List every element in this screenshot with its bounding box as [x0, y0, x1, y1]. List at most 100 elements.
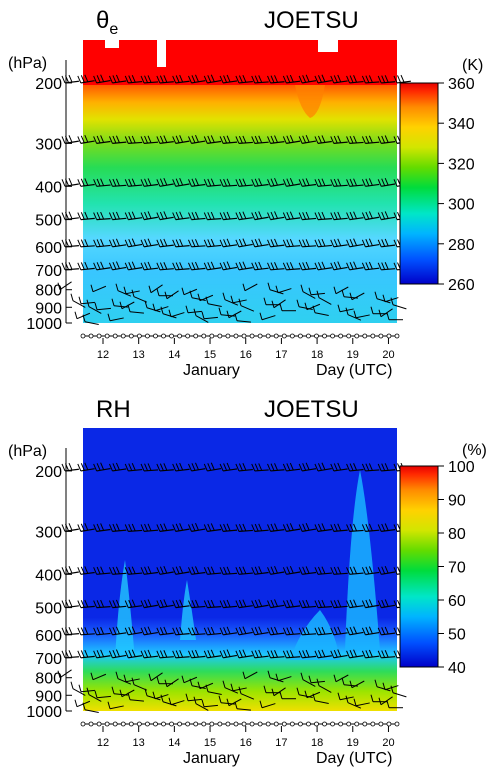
wind-barb-flag — [349, 680, 353, 688]
wind-barb-flag — [377, 136, 382, 144]
wind-barb-flag — [210, 462, 215, 470]
wind-barb-flag — [337, 566, 342, 575]
x-tick-label: 17 — [275, 349, 287, 361]
wind-barb-flag — [219, 136, 224, 144]
wind-barb — [72, 300, 86, 308]
wind-barb-flag — [346, 75, 351, 84]
sounding-marker — [338, 333, 344, 339]
wind-barb-flag — [172, 567, 177, 575]
wind-barb-flag — [286, 135, 291, 144]
wind-barb-flag — [330, 650, 335, 658]
wind-barb-flag — [115, 462, 120, 471]
wind-barb-flag — [163, 463, 168, 471]
wind-barb-flag — [144, 211, 149, 220]
wind-barb-flag — [115, 238, 120, 247]
wind-barb-flag — [84, 627, 89, 635]
wind-barb-flag — [289, 135, 294, 143]
wind-barb-flag — [368, 178, 373, 186]
wind-barb — [88, 306, 102, 314]
wind-barb-flag — [302, 239, 307, 247]
wind-barb-flag — [147, 238, 152, 246]
wind-barb-flag — [365, 135, 370, 144]
wind-barb-flag — [159, 239, 164, 247]
wind-barb-flag — [90, 284, 94, 292]
wind-barb — [392, 692, 407, 698]
sounding-marker — [257, 333, 263, 339]
wind-barb-flag — [337, 462, 342, 471]
wind-barb-flag — [333, 212, 338, 220]
wind-barb-flag — [235, 650, 240, 658]
wind-barb — [117, 678, 132, 685]
sounding-marker — [209, 721, 215, 727]
wind-barb — [343, 296, 358, 299]
wind-barb-flag — [305, 649, 310, 658]
wind-barb-flag — [84, 135, 89, 143]
wind-barb-flag — [267, 567, 271, 575]
x-tick-label: 16 — [240, 349, 252, 361]
wind-barb-flag — [100, 599, 105, 608]
wind-barb-flag — [298, 75, 303, 84]
wind-barb-flag — [230, 683, 234, 691]
warm-plume — [295, 85, 325, 118]
wind-barb-flag — [144, 688, 148, 696]
sounding-marker — [314, 721, 319, 727]
wind-barb — [183, 288, 198, 296]
wind-barb — [191, 297, 206, 301]
wind-barb-flag — [382, 682, 386, 690]
wind-barb-flag — [80, 566, 85, 575]
wind-barb-flag — [175, 211, 180, 220]
sounding-marker — [394, 333, 400, 339]
y-axis-unit: (hPa) — [8, 443, 47, 460]
wind-barb-flag — [140, 262, 145, 270]
wind-barb-flag — [330, 600, 335, 608]
wind-barb-flag — [172, 463, 177, 472]
wind-barb-flag — [374, 679, 378, 687]
wind-barb — [392, 304, 407, 310]
wind-barb-flag — [267, 179, 271, 187]
wind-barb-flag — [111, 686, 115, 694]
y-axis-unit: (hPa) — [8, 55, 47, 72]
wind-barb-flag — [314, 524, 319, 532]
wind-barb-flag — [345, 307, 349, 315]
wind-barb-flag — [195, 261, 199, 270]
wind-barb-flag — [163, 599, 168, 607]
wind-barb-flag — [370, 694, 374, 702]
wind-barb-flag — [100, 135, 105, 143]
wind-barb-flag — [282, 179, 287, 187]
wind-barb-flag — [124, 567, 129, 575]
wind-barb-flag — [238, 239, 243, 247]
wind-barb-flag — [305, 261, 310, 270]
wind-barb-flag — [305, 627, 310, 635]
wind-barb — [84, 709, 99, 713]
wind-barb-flag — [77, 627, 82, 635]
wind-barb-flag — [365, 262, 370, 270]
wind-barb-flag — [330, 567, 335, 575]
wind-barb-flag — [124, 75, 129, 84]
wind-barb-flag — [115, 626, 120, 635]
wind-barb-flag — [80, 463, 85, 471]
wind-barb-flag — [191, 135, 196, 144]
wind-barb-flag — [188, 627, 192, 635]
wind-barb-flag — [289, 262, 294, 270]
y-tick-label: 500 — [35, 601, 62, 618]
sounding-marker — [265, 333, 271, 339]
wind-barb-flag — [84, 211, 89, 220]
wind-barb-flag — [321, 523, 326, 531]
wind-barb-flag — [341, 289, 345, 297]
wind-barb — [170, 312, 185, 318]
wind-barb-flag — [156, 288, 160, 296]
wind-barb-flag — [207, 262, 212, 270]
wind-barb-flag — [238, 211, 243, 220]
wind-barb-flag — [115, 283, 119, 291]
wind-barb-flag — [353, 135, 358, 144]
x-tick-label: 12 — [97, 349, 109, 361]
wind-barb-flag — [251, 650, 256, 658]
colorbar-tick-label: 40 — [448, 660, 466, 677]
wind-barb — [166, 678, 179, 688]
wind-barb-flag — [314, 262, 319, 270]
wind-barb-flag — [222, 292, 226, 300]
wind-barb-flag — [346, 524, 351, 532]
wind-barb-flag — [346, 627, 351, 635]
wind-barb-flag — [289, 627, 294, 635]
wind-barb-flag — [384, 599, 389, 607]
